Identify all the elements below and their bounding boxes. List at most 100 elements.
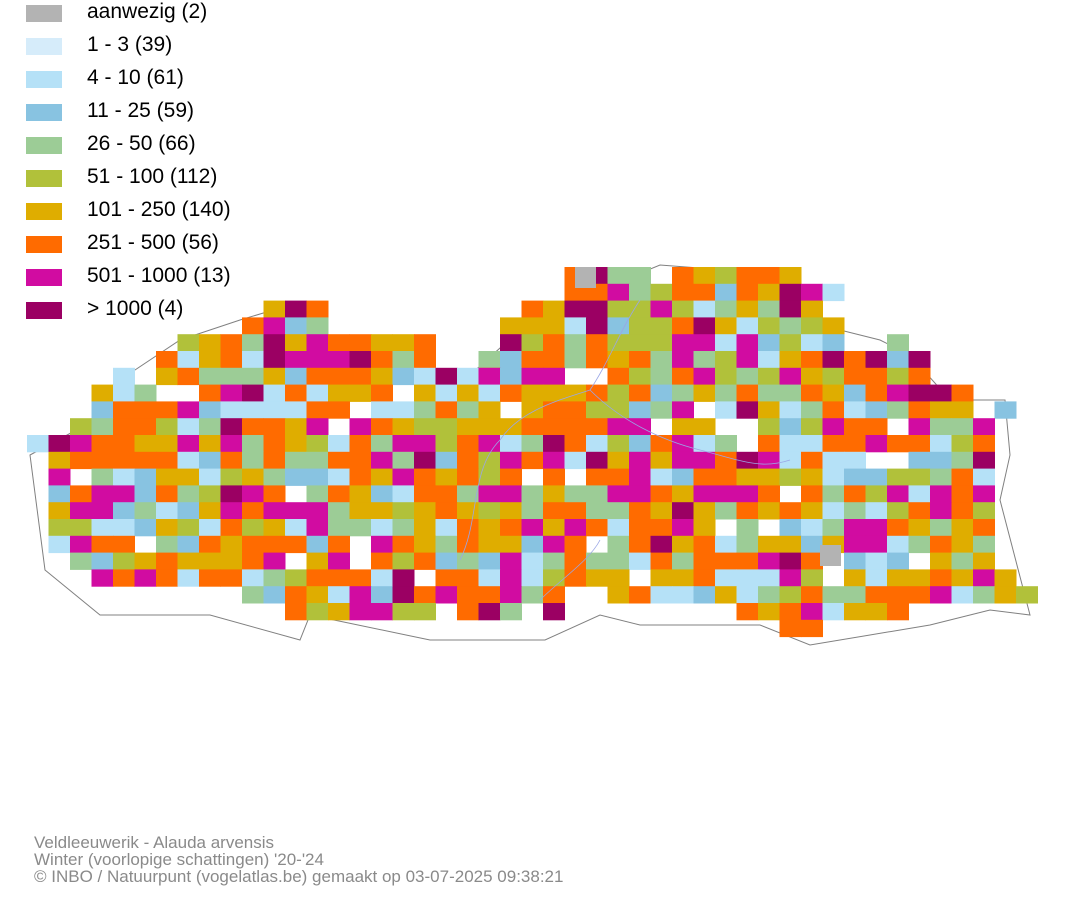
grid-cell: [629, 519, 651, 537]
grid-cell: [457, 435, 479, 453]
grid-cell: [156, 451, 178, 470]
grid-cell: [263, 300, 286, 318]
grid-cell: [91, 519, 114, 537]
grid-cell: [242, 485, 264, 503]
grid-cell: [306, 435, 329, 453]
legend-label: 51 - 100 (112): [87, 165, 218, 188]
grid-cell: [478, 502, 501, 520]
grid-cell: [650, 468, 673, 486]
grid-cell: [973, 519, 995, 537]
grid-cell: [521, 300, 544, 318]
grid-cell: [113, 569, 135, 587]
grid-cell: [263, 334, 286, 352]
grid-cell: [822, 317, 845, 335]
grid-cell: [629, 334, 651, 352]
grid-cell: [177, 418, 200, 436]
grid-cell: [349, 435, 372, 453]
grid-cell: [156, 418, 178, 436]
grid-cell: [177, 451, 200, 470]
grid-cell: [865, 586, 888, 604]
grid-cell: [844, 384, 866, 402]
grid-cell: [70, 418, 92, 436]
grid-cell: [199, 485, 221, 503]
grid-cell: [306, 334, 329, 352]
grid-cell: [908, 535, 931, 554]
grid-cell: [113, 502, 135, 520]
grid-cell: [328, 401, 350, 419]
grid-cell: [693, 485, 716, 503]
grid-cell: [392, 603, 415, 621]
grid-cell: [263, 502, 286, 520]
grid-cell: [629, 351, 651, 369]
grid-cell: [242, 384, 264, 402]
grid-cell: [457, 569, 479, 587]
grid-cell: [586, 401, 608, 419]
grid-cell: [177, 401, 200, 419]
grid-cell: [285, 502, 307, 520]
grid-cell: [371, 384, 393, 402]
grid-cell: [48, 468, 71, 486]
grid-cell: [801, 317, 823, 335]
grid-cell: [177, 485, 200, 503]
grid-cell: [263, 468, 286, 486]
grid-cell: [435, 485, 458, 503]
grid-cell: [930, 519, 952, 537]
grid-cell: [285, 334, 307, 352]
grid-cell: [220, 401, 243, 419]
grid-cell: [951, 451, 974, 470]
grid-cell: [285, 435, 307, 453]
grid-cell: [91, 418, 114, 436]
grid-cell: [822, 485, 845, 503]
grid-cell: [263, 535, 286, 554]
grid-cell: [801, 435, 823, 453]
grid-cell: [156, 485, 178, 503]
grid-cell: [70, 485, 92, 503]
grid-cell: [951, 535, 974, 554]
grid-cell: [564, 451, 587, 470]
grid-cell: [500, 317, 522, 335]
grid-cell: [650, 317, 673, 335]
grid-cell: [242, 317, 264, 335]
grid-cell: [199, 418, 221, 436]
grid-cell: [328, 451, 350, 470]
grid-cell: [285, 300, 307, 318]
grid-cell: [435, 367, 458, 386]
grid-cell: [500, 435, 522, 453]
grid-cell: [607, 502, 630, 520]
grid-cell: [736, 586, 759, 604]
grid-cell: [263, 351, 286, 369]
grid-cell: [973, 451, 995, 470]
grid-cell: [306, 569, 329, 587]
grid-cell: [48, 451, 71, 470]
grid-cell: [629, 485, 651, 503]
grid-cell: [70, 535, 92, 554]
grid-cell: [607, 317, 630, 335]
grid-cell: [199, 502, 221, 520]
grid-cell: [457, 468, 479, 486]
grid-cell: [478, 367, 501, 386]
grid-cell: [629, 435, 651, 453]
grid-cell: [822, 401, 845, 419]
grid-cell: [650, 401, 673, 419]
grid-cell: [371, 569, 393, 587]
grid-cell: [177, 502, 200, 520]
grid-cell: [349, 451, 372, 470]
grid-cell: [521, 451, 544, 470]
grid-cell: [887, 586, 909, 604]
grid-cell: [414, 535, 436, 554]
grid-cell: [887, 569, 909, 587]
grid-cell: [930, 401, 952, 419]
species-title: Veldleeuwerik - Alauda arvensis: [34, 833, 275, 852]
grid-cell: [263, 451, 286, 470]
grid-cell: [736, 552, 759, 570]
grid-cell: [672, 535, 694, 554]
grid-cell: [844, 367, 866, 386]
grid-cell: [177, 552, 200, 570]
grid-cell: [306, 367, 329, 386]
grid-cell: [844, 535, 866, 554]
grid-cell: [392, 502, 415, 520]
river-line: [539, 539, 601, 601]
grid-cell: [607, 418, 630, 436]
grid-cell: [607, 519, 630, 537]
grid-cell: [865, 435, 888, 453]
